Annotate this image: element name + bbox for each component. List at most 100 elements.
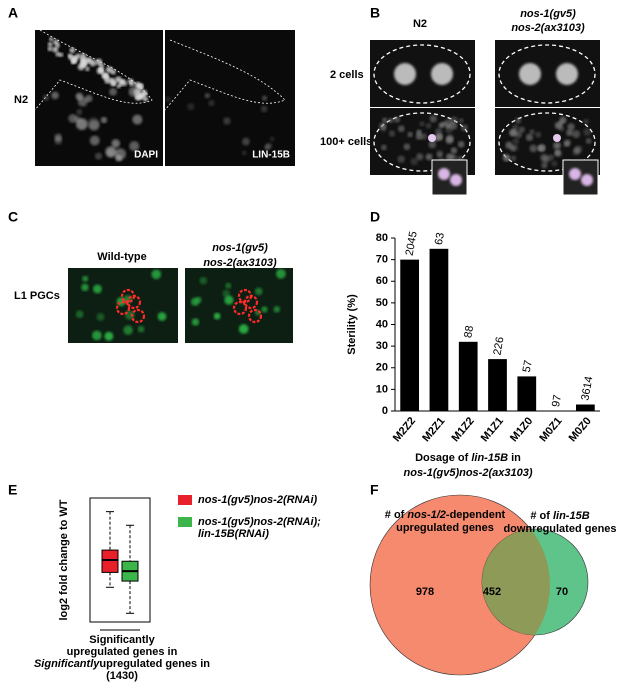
pgc (569, 168, 581, 180)
pgc-ring (115, 300, 131, 316)
pgc-ring (247, 308, 263, 324)
y-axis-label: Sterility (%) (346, 294, 358, 355)
nucleus (388, 130, 396, 137)
nucleus (518, 126, 526, 133)
nucleus (536, 145, 542, 151)
nucleus (129, 141, 140, 152)
nucleus (48, 37, 54, 42)
pgc (581, 174, 593, 186)
nucleus (89, 135, 100, 146)
label-part: # of (385, 509, 408, 521)
nucleus (42, 94, 50, 101)
image-bg (495, 40, 600, 107)
bar (400, 259, 420, 411)
nucleus (525, 133, 534, 142)
count-label: 57 (521, 359, 535, 373)
inset (562, 159, 599, 196)
nucleus (75, 118, 88, 130)
y-tick-label: 10 (376, 383, 388, 395)
nucleus (128, 86, 140, 98)
embryo-outline (373, 112, 471, 172)
nucleus (397, 155, 405, 163)
region-count: 978 (416, 586, 434, 598)
nucleus (85, 94, 93, 103)
plot-frame (89, 497, 151, 623)
nucleus (142, 96, 149, 102)
nucleus (75, 310, 84, 319)
nucleus (449, 122, 458, 130)
nucleus (76, 108, 83, 116)
label-part: # of (530, 510, 553, 522)
nucleus (510, 155, 517, 162)
column-label: nos-1(gv5) (520, 8, 576, 20)
nucleus (540, 153, 549, 162)
nucleus (381, 144, 387, 151)
nucleus (566, 129, 574, 137)
bar (458, 341, 478, 411)
nucleus (109, 79, 117, 87)
micrograph (34, 29, 163, 166)
nucleus (514, 117, 522, 124)
nucleus (425, 153, 433, 161)
nucleus (554, 149, 561, 156)
nucleus (547, 154, 555, 161)
nucleus (222, 289, 230, 298)
nucleus (388, 118, 394, 124)
nucleus (104, 331, 114, 341)
nucleus (96, 312, 105, 321)
nucleus (511, 143, 519, 152)
nucleus (54, 133, 62, 141)
legend-swatch (178, 495, 192, 505)
nucleus (58, 52, 64, 58)
panel-label: D (370, 209, 380, 225)
count-label: 2045 (404, 230, 420, 256)
bar (488, 359, 507, 411)
image-bg (165, 30, 295, 166)
nucleus (457, 140, 465, 148)
nucleus (142, 91, 147, 97)
legend-swatch (178, 517, 192, 527)
x-tick-label: M0Z1 (537, 415, 564, 444)
inset (431, 159, 468, 196)
y-tick-label: 0 (382, 405, 388, 417)
column-label: Wild-type (97, 251, 146, 263)
x-axis-label: Significantly (89, 634, 155, 646)
y-axis-label: log2 fold change to WT (58, 499, 70, 620)
nucleus (123, 325, 133, 335)
nucleus (238, 324, 249, 334)
nucleus (502, 153, 511, 162)
set-label: downregulated genes (503, 523, 616, 535)
micrograph (164, 30, 295, 166)
nucleus (191, 318, 200, 326)
panel-label: C (8, 209, 18, 225)
nucleus (382, 117, 388, 123)
nucleus (242, 137, 250, 146)
nucleus (505, 141, 513, 149)
nucleus (47, 41, 53, 47)
nucleus (96, 67, 103, 74)
bar (429, 248, 449, 411)
nucleus (111, 139, 121, 148)
count-label: 3614 (579, 375, 595, 401)
nucleus (275, 268, 286, 279)
nucleus (431, 63, 453, 85)
nucleus (551, 160, 558, 167)
set-label: upregulated genes (396, 522, 494, 534)
row-label: N2 (14, 94, 28, 106)
nucleus (260, 105, 268, 113)
embryo-outline (498, 44, 596, 104)
nucleus (450, 147, 458, 154)
nucleus (77, 63, 85, 71)
nucleus (104, 73, 109, 79)
row-label: 2 cells (330, 69, 364, 81)
x-tick-label: M2Z2 (391, 415, 418, 444)
nucleus (425, 122, 432, 129)
nucleus (254, 287, 263, 296)
x-axis-label: nos-1(gv5)nos-2(ax3103) (404, 467, 533, 479)
nucleus (116, 84, 121, 89)
box (101, 549, 119, 573)
nucleus (79, 55, 87, 63)
nucleus (445, 136, 454, 145)
nucleus (419, 121, 425, 127)
nucleus (515, 130, 523, 139)
